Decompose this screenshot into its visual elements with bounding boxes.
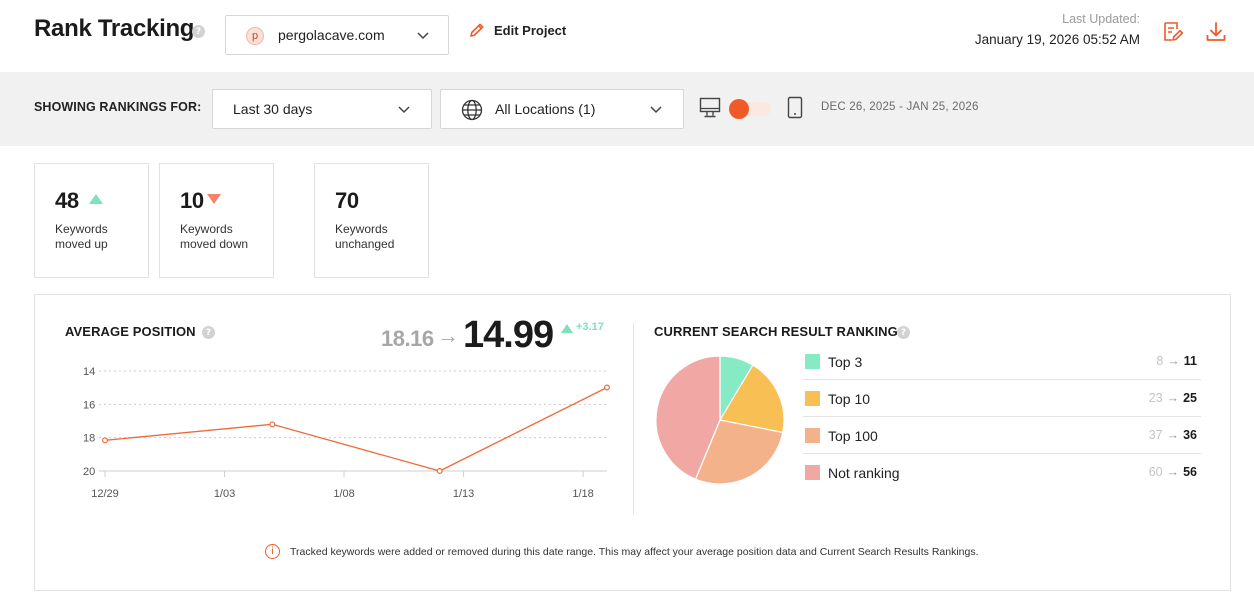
edit-report-icon[interactable]	[1161, 20, 1185, 44]
rankings-panel: AVERAGE POSITION ? 18.16 → 14.99 +3.17 1…	[34, 294, 1231, 591]
x-tick-label: 1/13	[453, 488, 474, 500]
toggle-knob	[729, 99, 749, 119]
period-select[interactable]: Last 30 days	[212, 89, 432, 129]
average-position-new: 14.99	[463, 314, 554, 356]
help-icon[interactable]: ?	[202, 326, 215, 339]
page-title: Rank Tracking	[34, 15, 195, 42]
legend-values: 23 → 25	[1148, 391, 1197, 405]
legend-row: Not ranking 60 → 56	[803, 454, 1201, 491]
stat-card-moved-up: 48 Keywords moved up	[34, 163, 149, 278]
rankings-title: CURRENT SEARCH RESULT RANKINGS	[654, 324, 907, 339]
x-tick-label: 12/29	[91, 488, 119, 500]
edit-project-button[interactable]: Edit Project	[468, 21, 566, 39]
rankings-pie-chart	[655, 355, 785, 485]
stat-card-unchanged: 70 Keywords unchanged	[314, 163, 429, 278]
arrow-down-icon	[207, 194, 221, 204]
legend-row: Top 100 37 → 36	[803, 417, 1201, 454]
legend-label: Top 3	[828, 354, 863, 370]
help-icon[interactable]: ?	[192, 25, 205, 38]
device-toggle[interactable]	[729, 99, 771, 119]
chevron-down-icon	[650, 106, 662, 114]
location-value: All Locations (1)	[495, 101, 596, 117]
legend-label: Top 100	[828, 428, 878, 444]
date-range: DEC 26, 2025 - JAN 25, 2026	[821, 101, 979, 113]
arrow-right-icon: →	[437, 323, 459, 348]
legend-values: 37 → 36	[1148, 428, 1197, 442]
average-position-chart: 14 16 18 20 12/29 1/03 1/08 1/13 1/18	[83, 366, 610, 500]
download-icon[interactable]	[1204, 20, 1228, 44]
legend-label: Top 10	[828, 391, 871, 407]
help-icon[interactable]: ?	[897, 326, 910, 339]
notice-text: Tracked keywords were added or removed d…	[290, 545, 979, 558]
series-line	[104, 386, 608, 472]
tracking-notice: i Tracked keywords were added or removed…	[265, 544, 979, 559]
data-point	[269, 421, 276, 428]
panel-divider	[633, 323, 634, 515]
legend-values: 60 → 56	[1148, 465, 1197, 479]
x-tick-label: 1/03	[214, 488, 235, 500]
page-header: Rank Tracking ? p pergolacave.com Edit P…	[0, 0, 1254, 72]
period-value: Last 30 days	[233, 101, 313, 117]
stat-value: 10	[180, 188, 204, 213]
filter-bar: SHOWING RANKINGS FOR: Last 30 days All L…	[0, 72, 1254, 146]
edit-project-label: Edit Project	[494, 22, 567, 38]
data-point	[436, 467, 443, 474]
data-point	[603, 384, 610, 391]
x-tick-label: 1/18	[572, 488, 593, 500]
tablet-icon[interactable]	[786, 96, 804, 120]
average-position-delta: +3.17	[576, 321, 604, 333]
stat-label: Keywords unchanged	[335, 222, 395, 251]
y-tick-label: 18	[83, 433, 95, 445]
legend-swatch	[805, 391, 820, 406]
globe-icon	[461, 99, 483, 121]
legend-row: Top 3 8 → 11	[803, 343, 1201, 380]
legend-swatch	[805, 428, 820, 443]
project-select[interactable]: p pergolacave.com	[225, 15, 449, 55]
chevron-down-icon	[398, 106, 410, 114]
pie-slice	[655, 355, 721, 480]
y-tick-label: 16	[83, 399, 95, 411]
chevron-down-icon	[417, 32, 429, 40]
average-position-old: 18.16	[381, 326, 434, 351]
legend-swatch	[805, 354, 820, 369]
pie-slice	[719, 364, 785, 434]
desktop-icon[interactable]	[698, 97, 722, 119]
average-position-title: AVERAGE POSITION	[65, 324, 196, 339]
last-updated-value: January 19, 2026 05:52 AM	[974, 32, 1140, 47]
legend-row: Top 10 23 → 25	[803, 380, 1201, 417]
project-name: pergolacave.com	[278, 27, 385, 43]
stat-label: Keywords moved down	[180, 222, 249, 251]
y-tick-label: 20	[83, 466, 95, 478]
data-point	[101, 437, 108, 444]
pencil-icon	[470, 23, 484, 37]
stat-value: 70	[335, 188, 359, 213]
y-tick-label: 14	[83, 366, 95, 378]
project-logo-icon: p	[246, 27, 264, 45]
legend-values: 8 → 11	[1156, 354, 1197, 368]
pie-slice	[694, 419, 784, 485]
stat-value: 48	[55, 188, 79, 213]
legend-swatch	[805, 465, 820, 480]
location-select[interactable]: All Locations (1)	[440, 89, 684, 129]
legend-label: Not ranking	[828, 465, 900, 481]
stat-label: Keywords moved up	[55, 222, 108, 251]
x-tick-label: 1/08	[333, 488, 354, 500]
last-updated-label: Last Updated:	[1062, 12, 1140, 26]
arrow-up-icon	[561, 324, 573, 333]
stat-card-moved-down: 10 Keywords moved down	[159, 163, 274, 278]
info-icon: i	[265, 544, 280, 559]
showing-rankings-label: SHOWING RANKINGS FOR:	[34, 100, 202, 114]
arrow-up-icon	[89, 194, 103, 204]
